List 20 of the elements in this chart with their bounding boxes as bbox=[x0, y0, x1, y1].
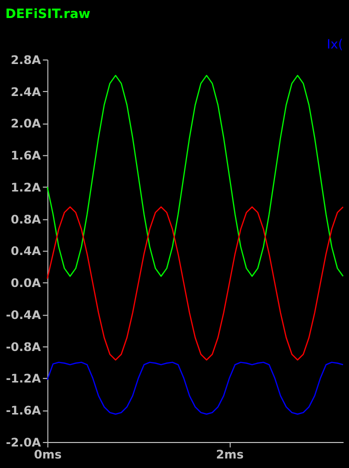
y-tick-label: -1.2A bbox=[6, 372, 42, 386]
line-series bbox=[46, 74, 344, 277]
text: Ix( bbox=[326, 38, 344, 53]
x-tick-label: 2ms bbox=[216, 447, 244, 462]
y-tick-label: -0.4A bbox=[6, 308, 42, 322]
y-tick-label: -2.0A bbox=[6, 435, 42, 450]
y-tick-label: -0.8A bbox=[6, 340, 42, 354]
chart-title: DEFiSIT.raw bbox=[5, 7, 90, 22]
y-tick-label: 0.8A bbox=[10, 212, 42, 226]
y-tick-label: 1.2A bbox=[10, 180, 42, 194]
y-tick-label: -1.6A bbox=[6, 404, 42, 418]
y-tick-label: 2.4A bbox=[10, 84, 42, 99]
line-series bbox=[46, 206, 344, 361]
y-tick-label: 0.0A bbox=[10, 276, 42, 290]
y-tick-label: 1.6A bbox=[10, 148, 42, 163]
x-tick-label: 0ms bbox=[34, 447, 62, 462]
y-tick-label: 0.4A bbox=[10, 244, 42, 258]
line-series bbox=[46, 362, 344, 415]
y-tick-label: 2.8A bbox=[10, 52, 42, 67]
y-tick-label: 2.0A bbox=[10, 116, 42, 131]
